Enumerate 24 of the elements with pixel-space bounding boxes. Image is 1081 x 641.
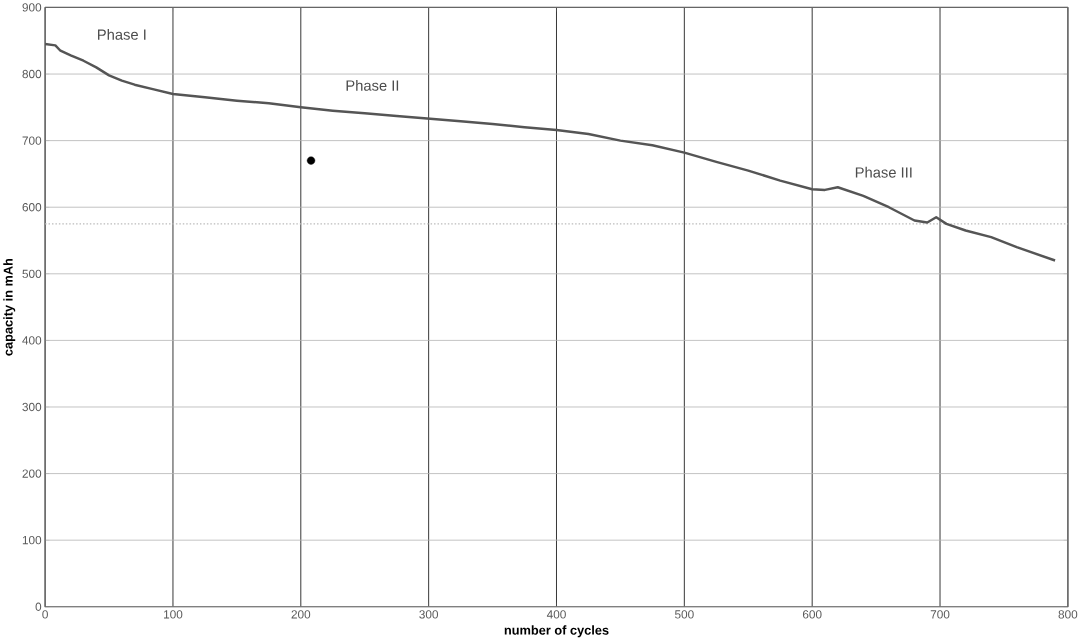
x-tick-label: 800: [1058, 610, 1078, 619]
x-tick-label: 700: [930, 610, 950, 619]
x-tick-label: 200: [291, 610, 311, 619]
y-tick-label: 600: [22, 203, 42, 212]
x-tick-label: 0: [42, 610, 48, 619]
y-tick-label: 700: [22, 136, 42, 146]
x-tick-label: 500: [674, 610, 694, 619]
annotation: Phase III: [855, 167, 912, 178]
annotation: Phase II: [346, 80, 399, 91]
y-tick-label: 300: [22, 403, 42, 412]
y-tick-label: 400: [22, 336, 42, 345]
y-tick-label: 100: [22, 536, 42, 545]
annotation: Phase I: [98, 29, 146, 41]
y-tick-label: 200: [22, 469, 42, 478]
y-tick-label: 0: [35, 602, 42, 612]
y-tick-label: 900: [22, 3, 42, 12]
x-tick-label: 300: [419, 610, 439, 619]
x-tick-label: 600: [802, 610, 822, 619]
y-tick-label: 800: [22, 70, 42, 79]
x-tick-label: 100: [164, 610, 183, 619]
y-axis-title: capacity in mAh: [3, 259, 16, 356]
x-tick-label: 400: [546, 610, 566, 619]
y-tick-label: 500: [22, 269, 42, 279]
x-axis-title: number of cycles: [504, 625, 609, 638]
